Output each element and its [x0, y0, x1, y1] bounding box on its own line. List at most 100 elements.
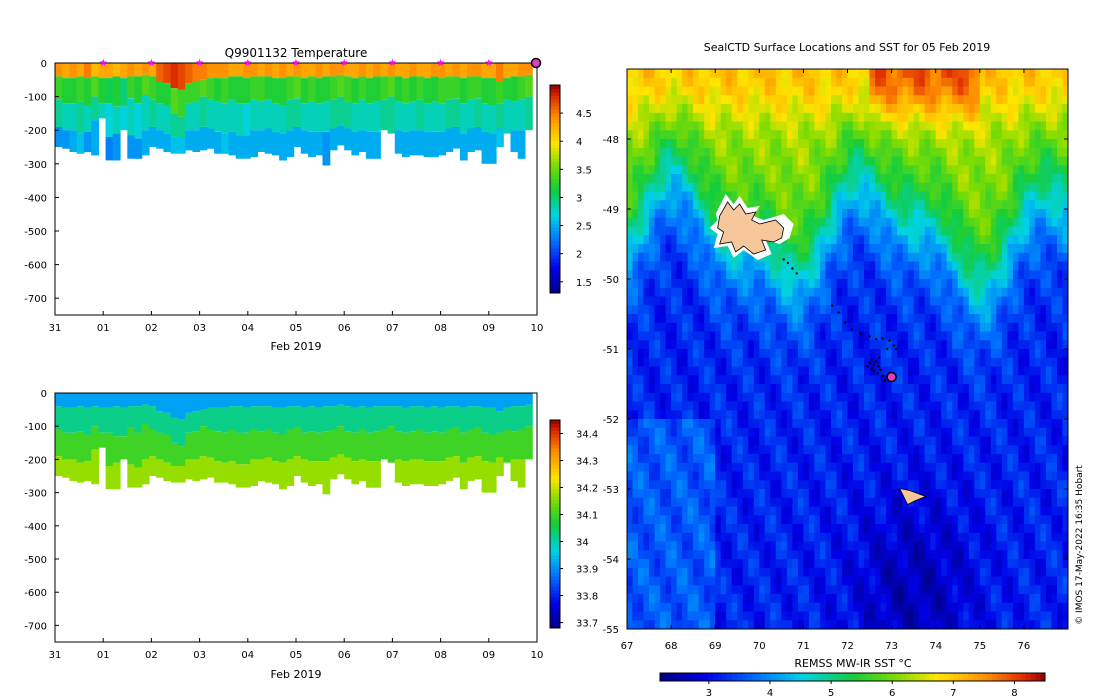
sst-cell — [649, 270, 655, 280]
sst-cell — [742, 532, 749, 543]
sst-cell — [836, 401, 843, 411]
sst-cell — [709, 602, 716, 613]
sst-cell — [842, 585, 848, 595]
sst-cell — [698, 567, 705, 578]
sst-cell — [968, 305, 975, 315]
sst-cell — [891, 436, 898, 446]
sst-cell — [858, 209, 865, 219]
sst-cell — [687, 602, 694, 613]
sst-cell — [831, 594, 837, 604]
sst-cell — [847, 349, 854, 359]
sst-cell — [880, 532, 887, 543]
sst-cell — [627, 95, 633, 105]
sst-cell — [908, 104, 915, 114]
sst-cell — [902, 296, 909, 306]
sst-cell — [704, 497, 711, 508]
sst-cell — [985, 235, 992, 245]
sst-cell — [693, 217, 700, 228]
sst-cell — [682, 287, 689, 298]
section-cell — [431, 431, 439, 462]
sst-cell — [704, 462, 711, 473]
sst-cell — [902, 611, 909, 621]
sst-cell — [946, 384, 953, 394]
sst-cell — [825, 244, 832, 254]
sst-cell — [687, 366, 694, 376]
sst-cell — [786, 174, 793, 184]
sst-cell — [974, 419, 981, 429]
sst-cell — [654, 375, 661, 385]
sst-cell — [825, 261, 832, 271]
sst-cell — [654, 130, 661, 140]
sst-cell — [643, 69, 650, 79]
sst-cell — [886, 620, 893, 629]
sst-cell — [847, 77, 854, 88]
colorbar-segment — [550, 517, 560, 522]
sst-cell — [643, 226, 650, 236]
sst-cell — [627, 296, 633, 306]
sst-cell — [808, 366, 815, 376]
sst-cell — [682, 226, 689, 236]
sst-cell — [770, 401, 777, 411]
sst-cell — [808, 462, 815, 473]
sst-cell — [897, 244, 904, 254]
sst-cell — [919, 121, 926, 131]
sst-cell — [875, 445, 882, 455]
section-cell — [206, 407, 215, 430]
sst-cell — [864, 550, 870, 560]
sst-cell — [808, 489, 815, 499]
sst-cell — [748, 357, 755, 368]
sst-cell — [875, 130, 882, 140]
sst-cell — [875, 532, 882, 543]
section-cell — [91, 63, 99, 77]
sst-cell — [643, 392, 650, 403]
sst-cell — [665, 611, 672, 621]
sst-cell — [808, 620, 815, 629]
sst-cell — [836, 454, 843, 464]
sst-cell — [858, 217, 865, 228]
sst-cell — [963, 366, 970, 376]
sst-cell — [687, 611, 694, 621]
sst-cell — [687, 550, 694, 560]
sst-cell — [792, 454, 799, 464]
sst-cell — [836, 611, 843, 621]
sst-cell — [726, 480, 733, 490]
sst-cell — [963, 454, 970, 464]
sst-cell — [737, 392, 744, 403]
section-cell — [69, 393, 78, 408]
sst-cell — [742, 296, 749, 306]
sst-cell — [880, 515, 887, 525]
sst-cell — [726, 366, 733, 376]
section-cell — [467, 429, 475, 458]
sst-cell — [693, 209, 700, 219]
sst-cell — [792, 340, 799, 350]
sst-cell — [786, 419, 793, 429]
sst-cell — [775, 550, 782, 560]
section-cell — [257, 431, 266, 460]
section-cell — [76, 406, 85, 432]
sst-cell — [886, 95, 893, 105]
sst-cell — [985, 524, 992, 534]
sst-cell — [902, 576, 909, 586]
x-tick-label: 03 — [193, 650, 206, 661]
sst-cell — [908, 182, 915, 193]
sst-cell — [831, 375, 837, 385]
sst-cell — [968, 95, 975, 105]
sst-cell — [715, 445, 722, 455]
sst-cell — [704, 200, 711, 210]
sst-cell — [726, 182, 733, 193]
sst-cell — [913, 252, 920, 263]
sst-cell — [891, 506, 898, 516]
sst-cell — [946, 366, 953, 376]
sst-cell — [891, 567, 898, 578]
sst-cell — [831, 130, 837, 140]
sst-cell — [643, 331, 650, 341]
sst-cell — [803, 594, 810, 604]
sst-cell — [974, 515, 981, 525]
sst-cell — [847, 200, 854, 210]
sst-cell — [880, 550, 887, 560]
section-cell — [423, 432, 432, 461]
sst-cell — [775, 182, 782, 193]
sst-cell — [842, 252, 848, 263]
sst-cell — [704, 480, 711, 490]
sst-cell — [808, 147, 815, 158]
